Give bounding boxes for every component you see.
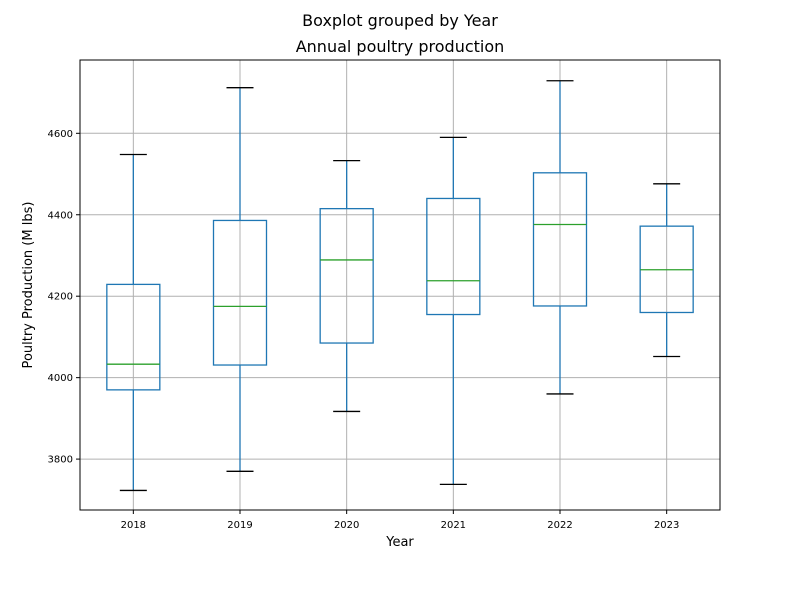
y-tick-label: 4000 <box>48 373 73 384</box>
x-tick-label: 2018 <box>121 520 146 531</box>
box-iqr <box>106 283 161 391</box>
box-2023 <box>639 183 694 358</box>
y-tick-label: 4400 <box>48 210 73 221</box>
chart-suptitle: Boxplot grouped by Year <box>302 11 498 30</box>
y-tick-label: 4200 <box>48 292 73 303</box>
x-axis-ticks: 2018 2019 2020 2021 2022 2023 <box>121 510 679 531</box>
box-iqr <box>532 172 588 307</box>
box-2022 <box>532 80 588 395</box>
box-2020 <box>319 159 374 413</box>
y-tick-label: 4600 <box>48 129 73 140</box>
x-tick-label: 2019 <box>227 520 252 531</box>
chart-title: Annual poultry production <box>296 37 505 56</box>
grid-lines <box>80 60 720 510</box>
box-iqr <box>426 197 481 316</box>
x-axis-label: Year <box>385 535 414 550</box>
box-iqr <box>319 207 374 344</box>
x-tick-label: 2020 <box>334 520 359 531</box>
y-axis-ticks: 3800 4000 4200 4400 4600 <box>48 129 80 466</box>
box-2019 <box>212 87 268 472</box>
y-axis-label: Poultry Production (M lbs) <box>21 202 36 369</box>
x-tick-label: 2022 <box>547 520 572 531</box>
box-layer <box>106 80 694 492</box>
y-tick-label: 3800 <box>48 455 73 466</box>
box-2018 <box>106 153 161 492</box>
x-tick-label: 2021 <box>441 520 466 531</box>
plot-area-frame <box>79 59 721 511</box>
box-2021 <box>426 136 481 485</box>
box-iqr <box>212 219 268 366</box>
x-tick-label: 2023 <box>654 520 679 531</box>
